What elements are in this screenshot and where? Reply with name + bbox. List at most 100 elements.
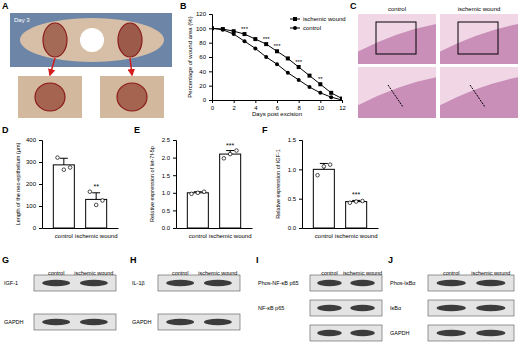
tick-mark (209, 28, 212, 29)
x-axis: controlischemic wound (43, 229, 119, 239)
blot-band (476, 305, 505, 311)
photo-skin (20, 18, 164, 62)
tick-label: ischemic wound (75, 233, 118, 239)
blot-band (476, 280, 505, 286)
axis-line (177, 228, 253, 229)
point (316, 173, 320, 177)
photo-label: Day 3 (14, 17, 30, 23)
axis-line (173, 141, 177, 229)
error-cap (92, 192, 100, 193)
histology-image (440, 14, 518, 64)
point (190, 192, 194, 196)
western-blot: controlischemic woundPhos-IκBαIκBαGAPDH (390, 270, 514, 341)
point (253, 37, 257, 41)
blot-band (166, 280, 194, 286)
tick: 8 (297, 100, 301, 111)
tick-mark (39, 184, 42, 185)
photo-zoom (18, 76, 82, 118)
blot-band (350, 280, 374, 286)
photo (10, 13, 172, 67)
tick-label: 200 (26, 181, 37, 187)
point (354, 200, 358, 204)
tick-mark (173, 228, 176, 229)
panel-label: H (130, 255, 137, 265)
bar (346, 202, 367, 228)
protein-label: Phos-NF-κB p65 (258, 280, 299, 286)
plot-area (313, 163, 366, 228)
tick: 0 (211, 100, 215, 111)
point (253, 46, 257, 50)
measure-line (388, 85, 403, 107)
tick: 0.0 (162, 225, 176, 231)
blot-band (350, 305, 374, 311)
tick-mark (173, 140, 176, 141)
western-blot: controlischemic woundIGF-1GAPDH (4, 270, 116, 330)
wound-outline (35, 83, 65, 111)
tick: 0.5 (288, 196, 302, 202)
bar-chart: 0.00.51.01.5controlischemic woundRelativ… (275, 137, 379, 238)
tick-label: 120 (196, 11, 207, 17)
tick-label: ischemic wound (335, 233, 378, 239)
tick-label: 20 (199, 83, 206, 89)
panel-label: J (388, 255, 393, 265)
panel-label: D (2, 125, 9, 135)
significance: *** (273, 43, 281, 49)
significance: *** (352, 191, 360, 198)
blot-band (317, 305, 341, 311)
tick: 0.0 (288, 225, 302, 231)
tick-label: 0.5 (162, 208, 171, 214)
tick: 80 (199, 40, 212, 46)
bar (53, 165, 74, 228)
tick-mark (255, 100, 256, 103)
point (318, 82, 322, 86)
panel-label: A (2, 1, 9, 11)
point (264, 55, 268, 59)
bar (86, 199, 107, 228)
legend: ischemic woundcontrol (290, 16, 346, 31)
blot-band (437, 305, 466, 311)
point (101, 199, 105, 203)
tick: 10 (317, 100, 324, 111)
tick-mark (209, 86, 212, 87)
wound-outline (43, 23, 67, 57)
tick: 300 (26, 159, 42, 165)
blot-band (437, 280, 466, 286)
axis-line (39, 141, 43, 229)
tick-label: 100 (196, 26, 207, 32)
error-bar (320, 163, 328, 169)
wound-outline (117, 83, 147, 111)
tick: 1.5 (288, 137, 302, 143)
histology-tissue (358, 77, 436, 118)
error-bar (60, 158, 68, 165)
significance: *** (263, 36, 271, 42)
panel-label: F (262, 125, 268, 135)
protein-label: GAPDH (390, 330, 410, 336)
tick: 0 (33, 225, 42, 231)
significance: *** (295, 59, 303, 65)
tick-mark (277, 100, 278, 103)
blot-band (166, 319, 194, 325)
series-line (212, 28, 342, 98)
error-bar (92, 193, 100, 200)
point (322, 165, 326, 169)
protein-label: NF-κB p65 (258, 305, 284, 311)
protein-label: Phos-IκBα (390, 280, 416, 286)
point (232, 32, 236, 36)
error-cap (320, 163, 328, 164)
wound-outline (118, 23, 142, 57)
panel-label: G (2, 255, 9, 265)
y-axis: 0100200300400 (26, 137, 43, 231)
blot-band (476, 330, 505, 336)
tick-label: 1.0 (162, 190, 171, 196)
panel-label: I (256, 255, 259, 265)
axis-line (209, 15, 213, 101)
blot-band (437, 330, 466, 336)
y-axis: 020406080100120 (196, 11, 213, 103)
tick: ischemic wound (209, 233, 252, 239)
axis-line (43, 228, 119, 229)
tick: 6 (276, 100, 280, 111)
photo-panel: Day 3 (10, 13, 172, 118)
histology-label: control (388, 6, 406, 12)
plot-area (53, 156, 106, 228)
point (308, 85, 312, 89)
